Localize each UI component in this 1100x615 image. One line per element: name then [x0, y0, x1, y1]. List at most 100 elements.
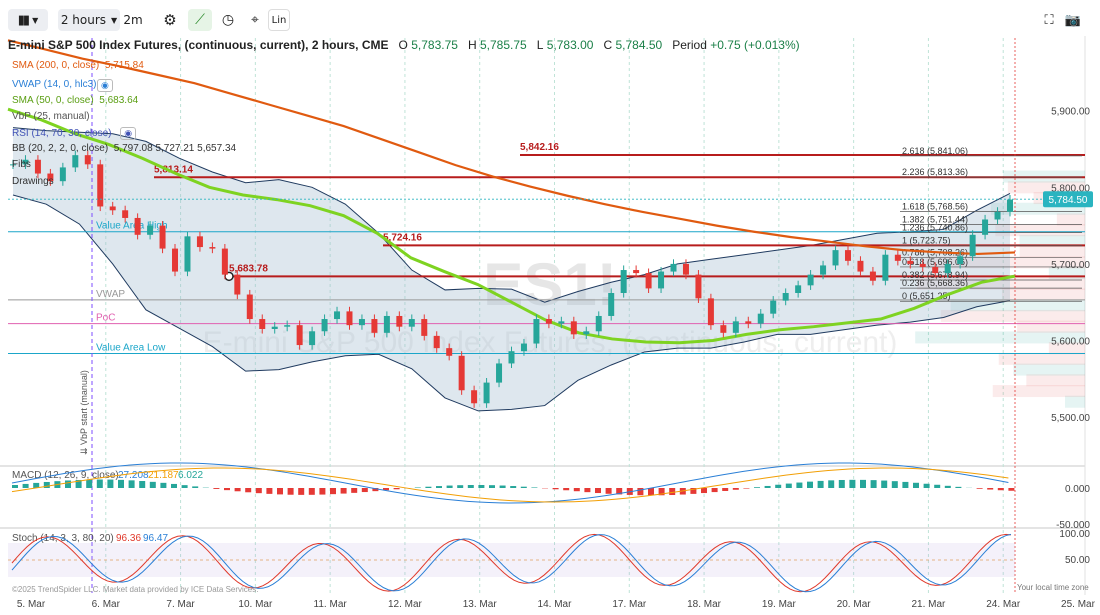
auto-trendlines-button[interactable]: ⟋ — [188, 9, 212, 31]
time-button[interactable]: ◷ — [216, 9, 240, 31]
open-label: O — [398, 38, 408, 52]
macd-histogram-bar — [520, 486, 527, 488]
macd-value: 21.187 — [148, 470, 179, 481]
x-tick-label: 7. Mar — [166, 599, 195, 610]
candle-body — [658, 271, 665, 289]
fib-label: 1.236 (5,740.86) — [902, 223, 968, 233]
vbp-bar — [998, 352, 1085, 365]
candle-body — [134, 217, 141, 235]
candle-body — [396, 315, 403, 327]
stoch-tick-label: 50.00 — [1065, 555, 1090, 566]
candle-body — [496, 363, 503, 383]
indicator-vbp[interactable]: VbP (25, manual) — [12, 111, 90, 122]
candle-body — [645, 273, 652, 289]
indicator-name: VbP (25, manual) — [12, 111, 90, 122]
scale-lin-button[interactable]: Lin — [268, 9, 290, 31]
period-value: +0.75 (+0.013%) — [710, 38, 800, 52]
chart-type-selector[interactable]: ▮▮ ▼ — [8, 9, 48, 31]
candle-body — [869, 271, 876, 281]
indicator-fibs[interactable]: Fibs — [12, 159, 31, 170]
candle-body — [595, 315, 602, 332]
vbp-bar — [992, 385, 1085, 398]
macd-line — [11, 462, 1009, 504]
macd-histogram-bar — [690, 488, 697, 494]
macd-histogram-bar — [807, 481, 813, 488]
vbp-bar — [1065, 395, 1085, 408]
low-value: 5,783.00 — [546, 38, 594, 52]
macd-histogram-bar — [86, 479, 93, 488]
open-value: 5,783.75 — [411, 38, 458, 52]
indicator-name: VWAP (14, 0, hlc3) — [12, 79, 97, 90]
crosshair-icon: ⌖ — [251, 12, 259, 28]
close-label: C — [603, 38, 613, 52]
indicator-name: RSI (14, 70, 30, close) — [12, 128, 112, 139]
candle-body — [147, 225, 154, 235]
macd-histogram-bar — [934, 484, 941, 488]
fib-label: 1 (5,723.75) — [902, 236, 951, 246]
candle-body — [570, 321, 577, 335]
last-price-tag — [1043, 191, 1093, 208]
indicator-bb[interactable]: BB (20, 2, 2, 0, close) 5,797.08 5,727.2… — [12, 143, 236, 154]
indicator-vwap[interactable]: VWAP (14, 0, hlc3) — [12, 79, 96, 90]
vbp-bar — [1048, 342, 1085, 355]
macd-histogram-bar — [499, 485, 506, 488]
candle-body — [720, 325, 727, 333]
snapshot-button[interactable]: 📷 — [1062, 9, 1084, 31]
candle-body — [1007, 199, 1013, 212]
settings-button[interactable]: ⚙ — [158, 9, 182, 31]
candle-body — [707, 298, 714, 326]
interval-button[interactable]: 2m — [122, 9, 144, 31]
candle-body — [944, 263, 951, 274]
candle-body — [321, 319, 328, 332]
indicator-rsi[interactable]: RSI (14, 70, 30, close) ◉ — [12, 127, 137, 140]
macd-histogram-bar — [552, 488, 559, 490]
macd-histogram-bar — [997, 488, 1004, 491]
indicator-sma200[interactable]: SMA (200, 0, close) 5,715.84 — [12, 60, 144, 71]
vbp-bar — [1001, 288, 1085, 301]
indicator-name: SMA (200, 0, close) — [12, 60, 100, 71]
macd-histogram-bar — [510, 486, 517, 488]
indicator-drawings[interactable]: Drawings — [12, 176, 54, 187]
fullscreen-button[interactable]: ⛶ — [1038, 9, 1060, 31]
macd-histogram-bar — [902, 481, 909, 488]
macd-label: MACD (12, 26, 9, close) — [12, 470, 119, 481]
vbp-bar — [1017, 320, 1085, 333]
macd-histogram-bar — [128, 480, 135, 488]
candle-body — [47, 173, 54, 182]
gear-icon: ⚙ — [163, 11, 177, 29]
candle-body — [371, 319, 378, 333]
candle-body — [483, 382, 490, 404]
candle-body — [982, 219, 989, 235]
toolbar: ▮▮ ▼ 2 hours ▼ 2m ⚙ ⟋ ◷ ⌖ Lin ⛶ 📷 — [0, 0, 1100, 36]
price-tick-label: 5,700.00 — [1051, 260, 1090, 271]
fib-label: 1.618 (5,768.56) — [902, 201, 968, 211]
candle-body — [994, 211, 1001, 220]
timezone-text: Your local time zone — [1017, 583, 1089, 592]
level-label: 5,724.16 — [383, 232, 422, 243]
macd-histogram-bar — [796, 482, 803, 488]
macd-histogram-bar — [1008, 488, 1015, 491]
macd-histogram-bar — [478, 485, 485, 488]
indicator-sma50[interactable]: SMA (50, 0, close) 5,683.64 — [12, 95, 138, 106]
clock-icon: ◷ — [221, 12, 235, 28]
candle-body — [558, 321, 565, 324]
macd-histogram-bar — [255, 488, 262, 494]
vbp-bar — [1019, 245, 1085, 258]
macd-histogram-bar — [213, 488, 220, 489]
level-label: 5,813.14 — [154, 164, 193, 175]
x-tick-label: 6. Mar — [92, 599, 121, 610]
macd-histogram-bar — [467, 485, 474, 488]
macd-histogram-bar — [414, 487, 421, 488]
vbp-bar — [925, 256, 1085, 269]
candle-body — [284, 325, 291, 327]
candle-body — [957, 256, 964, 264]
candle-body — [844, 250, 851, 261]
macd-histogram-bar — [393, 488, 400, 490]
crosshair-button[interactable]: ⌖ — [243, 9, 267, 31]
eye-icon[interactable]: ◉ — [120, 127, 137, 140]
candle-body — [433, 335, 440, 349]
eye-icon[interactable]: ◉ — [97, 79, 113, 92]
timeframe-selector[interactable]: 2 hours ▼ — [58, 9, 120, 31]
indicator-value: 5,683.64 — [99, 95, 139, 106]
